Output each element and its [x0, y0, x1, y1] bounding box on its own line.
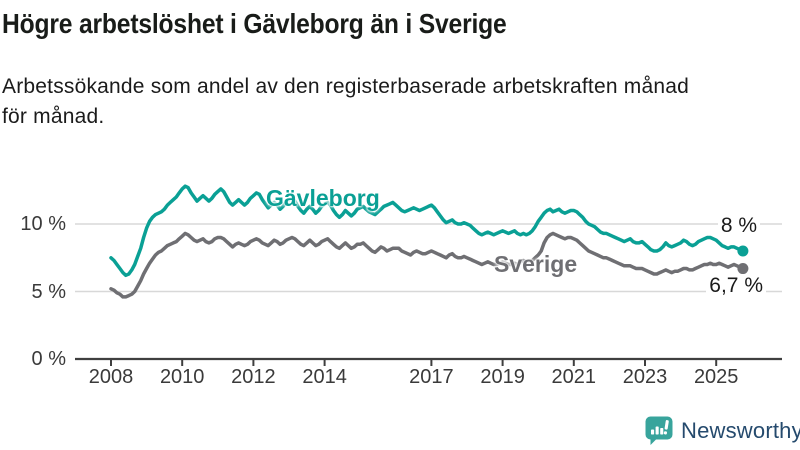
subtitle-line-1: Arbetssökande som andel av den registerb… — [2, 75, 689, 98]
subtitle-line-2: för månad. — [2, 105, 105, 128]
y-tick-label: 5 % — [31, 280, 66, 303]
series-end-dot-0 — [737, 245, 749, 257]
x-tick-label: 2017 — [409, 366, 454, 388]
x-tick-label: 2012 — [231, 366, 276, 388]
series-line-0 — [109, 184, 745, 278]
series-end-dot-1 — [737, 263, 749, 275]
x-tick-label: 2010 — [159, 366, 205, 388]
page-title: Högre arbetslöshet i Gävleborg än i Sver… — [2, 8, 507, 39]
x-tick-label: 2023 — [622, 366, 668, 388]
chart-canvas — [75, 184, 782, 366]
newsworthy-bubble-chart-icon — [645, 416, 673, 445]
y-tick-label: 10 % — [20, 213, 66, 235]
x-tick-label: 2025 — [693, 366, 739, 388]
series-label-sverige: Sverige — [494, 251, 578, 277]
chart-subtitle: Arbetssökande som andel av den registerb… — [2, 72, 689, 132]
end-value-label-sverige: 6,7 % — [706, 274, 766, 298]
newsworthy-wordmark: Newsworthy — [681, 417, 800, 443]
series-label-gavleborg: Gävleborg — [266, 185, 380, 211]
x-tick-label: 2019 — [480, 366, 525, 388]
y-tick-label: 0 % — [31, 348, 66, 370]
line-chart: Gävleborg Sverige 8 % 6,7 % 0 % 5 % 10 % 20… — [0, 150, 800, 410]
end-value-label-gavleborg: 8 % — [717, 214, 760, 238]
newsworthy-logo[interactable]: Newsworthy — [644, 415, 800, 446]
x-tick-label: 2021 — [551, 366, 597, 388]
series-line-1 — [109, 231, 745, 299]
x-tick-label: 2008 — [88, 366, 134, 388]
x-tick-label: 2014 — [302, 366, 347, 388]
